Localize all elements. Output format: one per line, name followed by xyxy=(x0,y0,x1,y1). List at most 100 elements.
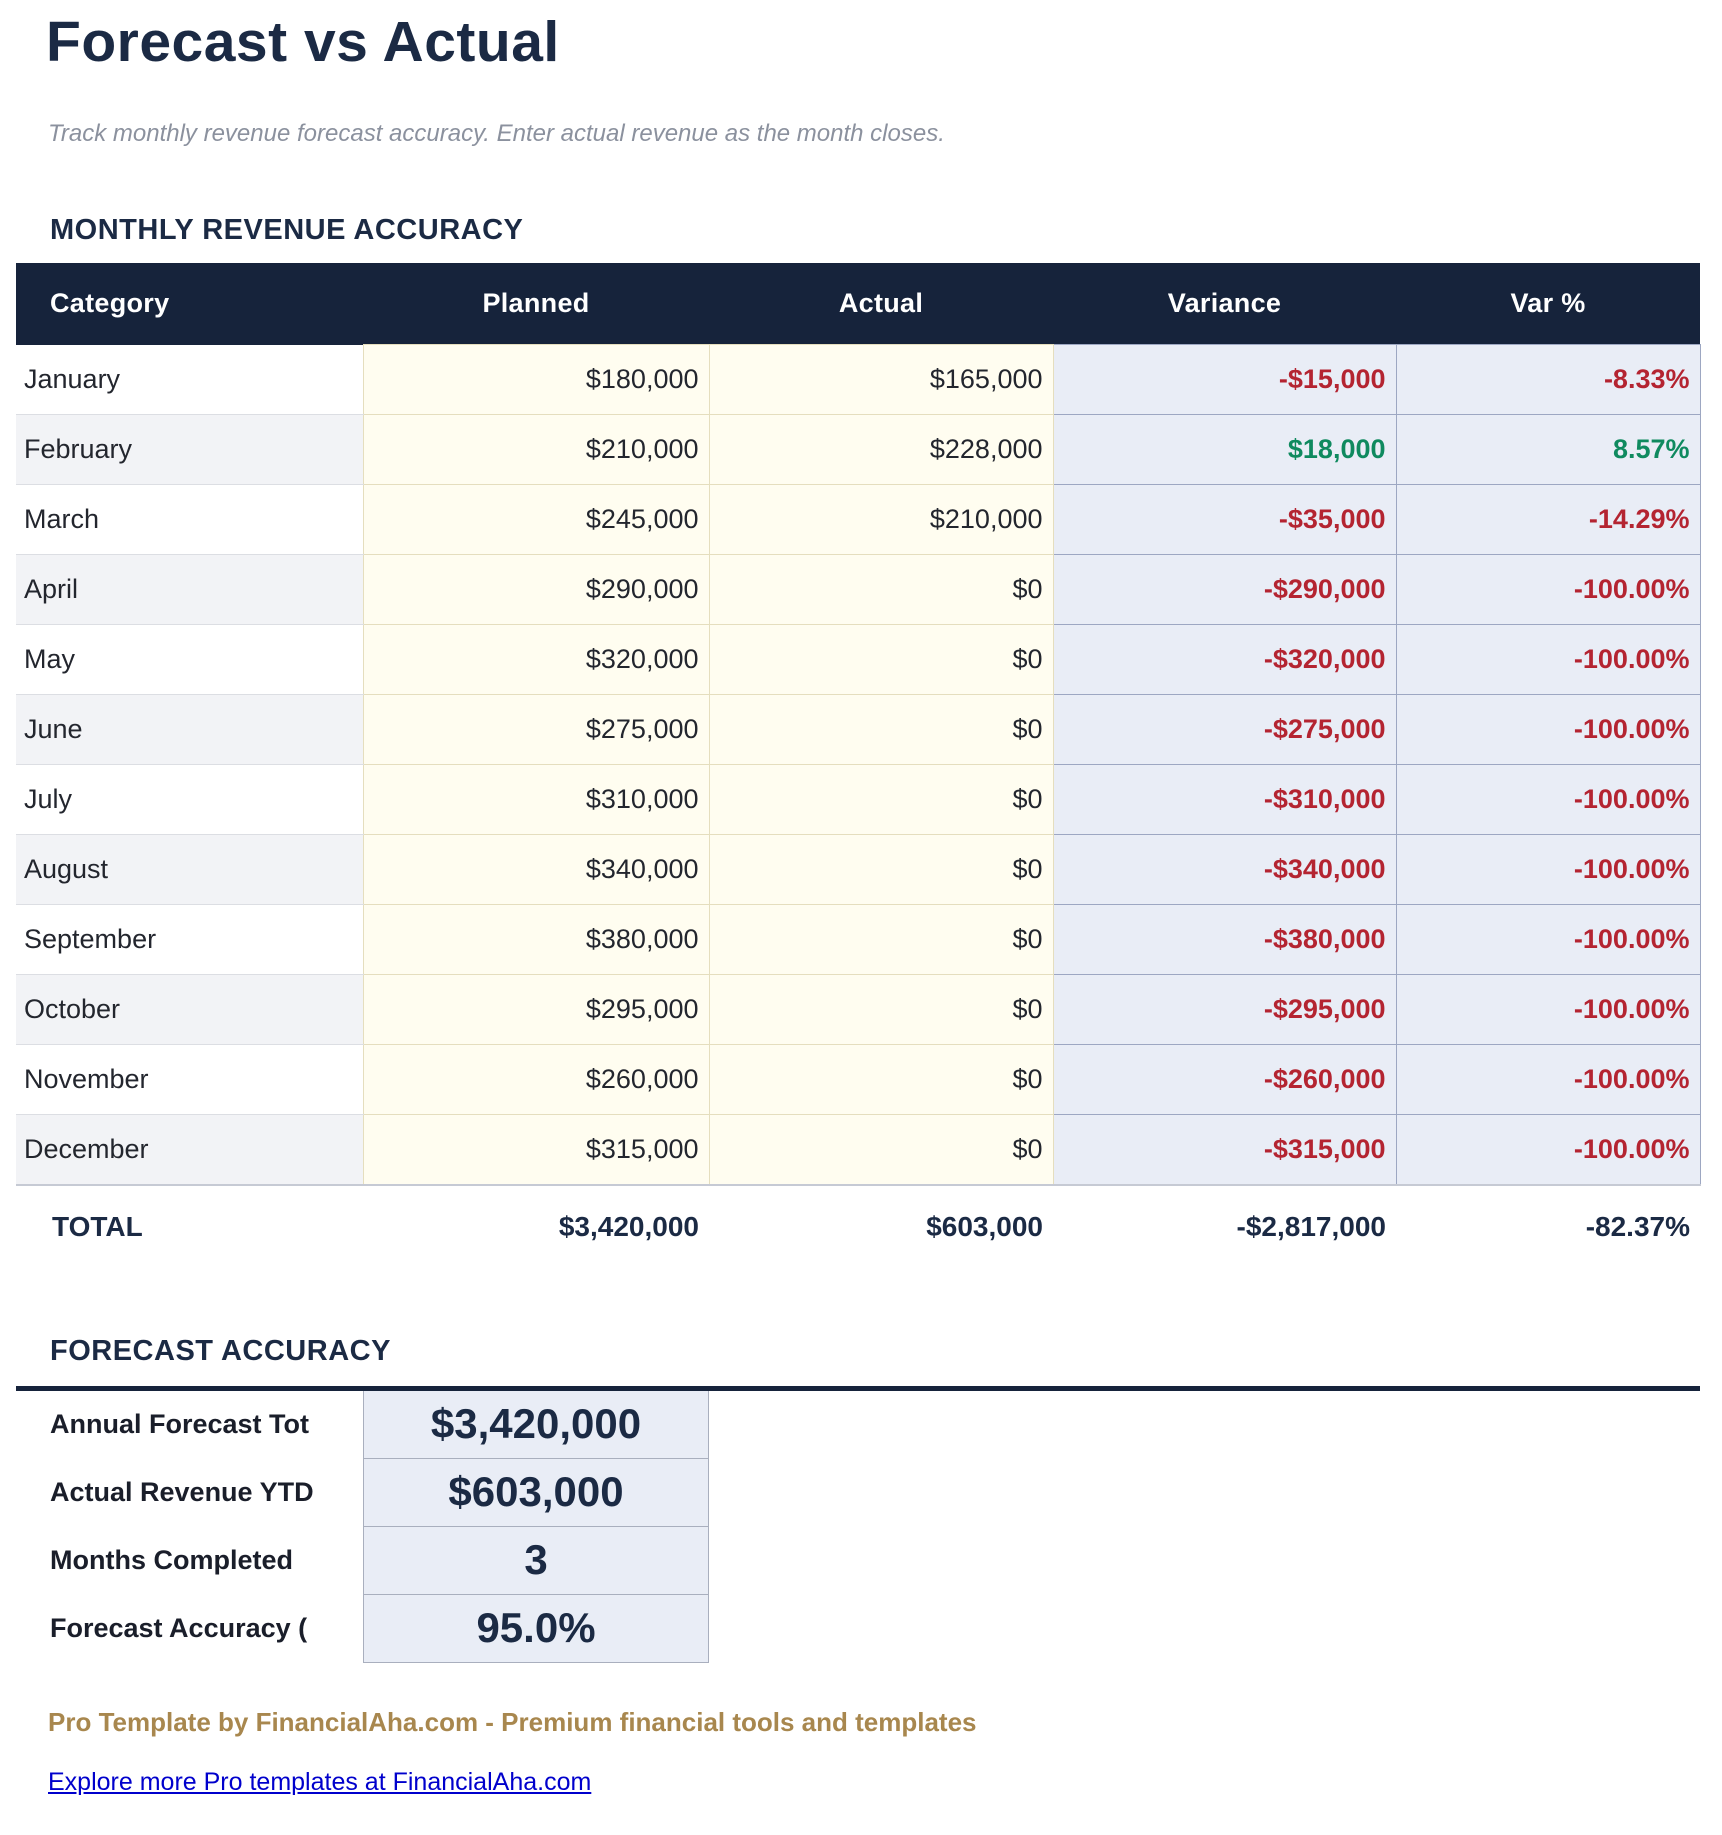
table-row: October $295,000 $0 -$295,000 -100.00% xyxy=(16,974,1701,1046)
template-credit: Pro Template by FinancialAha.com - Premi… xyxy=(48,1706,977,1737)
planned-cell[interactable]: $275,000 xyxy=(362,694,710,766)
month-cell: April xyxy=(16,554,363,626)
planned-cell[interactable]: $180,000 xyxy=(362,344,710,416)
total-variance: -$2,817,000 xyxy=(1053,1184,1396,1269)
actual-cell[interactable]: $0 xyxy=(708,834,1054,906)
month-cell: July xyxy=(16,764,363,836)
var-pct-cell: -100.00% xyxy=(1395,764,1701,836)
forecast-metric-row: Forecast Accuracy ( 95.0% xyxy=(16,1593,1700,1663)
month-cell: October xyxy=(16,974,363,1046)
forecast-metric-row: Annual Forecast Tot $3,420,000 xyxy=(16,1390,1700,1459)
section-title-forecast: FORECAST ACCURACY xyxy=(50,1334,391,1367)
planned-cell[interactable]: $260,000 xyxy=(362,1044,710,1116)
variance-cell: -$290,000 xyxy=(1052,554,1397,626)
var-pct-cell: -100.00% xyxy=(1395,1114,1701,1186)
month-cell: September xyxy=(16,904,363,976)
var-pct-cell: -100.00% xyxy=(1395,834,1701,906)
month-cell: January xyxy=(16,344,363,416)
month-cell: August xyxy=(16,834,363,906)
actual-cell[interactable]: $0 xyxy=(708,904,1054,976)
page-subtitle: Track monthly revenue forecast accuracy.… xyxy=(48,119,945,147)
actual-cell[interactable]: $228,000 xyxy=(708,414,1054,486)
metric-value-annual-forecast-total[interactable]: $3,420,000 xyxy=(363,1390,709,1459)
table-header-row: Category Planned Actual Variance Var % xyxy=(16,262,1700,345)
variance-cell: -$320,000 xyxy=(1052,624,1397,696)
planned-cell[interactable]: $380,000 xyxy=(362,904,710,976)
metric-label-forecast-accuracy: Forecast Accuracy ( xyxy=(50,1613,308,1644)
variance-cell: -$380,000 xyxy=(1052,904,1397,976)
table-row: June $275,000 $0 -$275,000 -100.00% xyxy=(16,694,1701,766)
table-row: February $210,000 $228,000 $18,000 8.57% xyxy=(16,414,1701,486)
variance-cell: -$315,000 xyxy=(1052,1114,1397,1186)
explore-link-row: Explore more Pro templates at FinancialA… xyxy=(48,1768,1722,1797)
metric-value-months-completed[interactable]: 3 xyxy=(363,1525,709,1595)
forecast-accuracy-table: Annual Forecast Tot $3,420,000 Actual Re… xyxy=(16,1385,1700,1663)
planned-cell[interactable]: $295,000 xyxy=(362,974,710,1046)
column-header-variance: Variance xyxy=(1053,262,1396,345)
table-row: November $260,000 $0 -$260,000 -100.00% xyxy=(16,1044,1701,1116)
var-pct-cell: -100.00% xyxy=(1395,554,1701,626)
total-actual: $603,000 xyxy=(709,1184,1053,1269)
actual-cell[interactable]: $0 xyxy=(708,694,1054,766)
table-row: July $310,000 $0 -$310,000 -100.00% xyxy=(16,764,1701,836)
planned-cell[interactable]: $245,000 xyxy=(362,484,710,556)
column-header-actual: Actual xyxy=(709,262,1053,345)
variance-cell: -$340,000 xyxy=(1052,834,1397,906)
metric-value-actual-revenue-ytd[interactable]: $603,000 xyxy=(363,1457,709,1527)
forecast-metric-row: Actual Revenue YTD $603,000 xyxy=(16,1457,1700,1527)
section-title-monthly: MONTHLY REVENUE ACCURACY xyxy=(50,213,524,246)
actual-cell[interactable]: $0 xyxy=(708,554,1054,626)
variance-cell: $18,000 xyxy=(1052,414,1397,486)
table-row: September $380,000 $0 -$380,000 -100.00% xyxy=(16,904,1701,976)
forecast-metric-row: Months Completed 3 xyxy=(16,1525,1700,1595)
actual-cell[interactable]: $0 xyxy=(708,1044,1054,1116)
table-row: April $290,000 $0 -$290,000 -100.00% xyxy=(16,554,1701,626)
table-row: March $245,000 $210,000 -$35,000 -14.29% xyxy=(16,484,1701,556)
total-row: TOTAL $3,420,000 $603,000 -$2,817,000 -8… xyxy=(16,1184,1700,1269)
planned-cell[interactable]: $340,000 xyxy=(362,834,710,906)
table-row: August $340,000 $0 -$340,000 -100.00% xyxy=(16,834,1701,906)
month-cell: December xyxy=(16,1114,363,1186)
var-pct-cell: -14.29% xyxy=(1395,484,1701,556)
variance-cell: -$275,000 xyxy=(1052,694,1397,766)
actual-cell[interactable]: $165,000 xyxy=(708,344,1054,416)
metric-value-forecast-accuracy[interactable]: 95.0% xyxy=(363,1593,709,1663)
total-planned: $3,420,000 xyxy=(363,1184,709,1269)
month-cell: November xyxy=(16,1044,363,1116)
explore-templates-link[interactable]: Explore more Pro templates at FinancialA… xyxy=(48,1767,592,1796)
planned-cell[interactable]: $320,000 xyxy=(362,624,710,696)
actual-cell[interactable]: $0 xyxy=(708,1114,1054,1186)
metric-label-actual-revenue-ytd: Actual Revenue YTD xyxy=(50,1477,314,1508)
column-header-planned: Planned xyxy=(363,262,709,345)
month-cell: February xyxy=(16,414,363,486)
table-row: January $180,000 $165,000 -$15,000 -8.33… xyxy=(16,344,1701,416)
var-pct-cell: -8.33% xyxy=(1395,344,1701,416)
table-row: May $320,000 $0 -$320,000 -100.00% xyxy=(16,624,1701,696)
metric-label-annual-forecast-total: Annual Forecast Tot xyxy=(50,1409,310,1440)
planned-cell[interactable]: $290,000 xyxy=(362,554,710,626)
actual-cell[interactable]: $0 xyxy=(708,764,1054,836)
actual-cell[interactable]: $210,000 xyxy=(708,484,1054,556)
metric-label-months-completed: Months Completed xyxy=(50,1545,293,1576)
var-pct-cell: -100.00% xyxy=(1395,974,1701,1046)
var-pct-cell: -100.00% xyxy=(1395,904,1701,976)
var-pct-cell: 8.57% xyxy=(1395,414,1701,486)
column-header-category: Category xyxy=(16,262,363,345)
planned-cell[interactable]: $210,000 xyxy=(362,414,710,486)
planned-cell[interactable]: $315,000 xyxy=(362,1114,710,1186)
column-header-var-pct: Var % xyxy=(1396,262,1700,345)
total-label: TOTAL xyxy=(16,1184,363,1269)
month-cell: May xyxy=(16,624,363,696)
actual-cell[interactable]: $0 xyxy=(708,624,1054,696)
variance-cell: -$260,000 xyxy=(1052,1044,1397,1116)
variance-cell: -$35,000 xyxy=(1052,484,1397,556)
monthly-revenue-table: Category Planned Actual Variance Var % J… xyxy=(16,262,1701,1269)
variance-cell: -$15,000 xyxy=(1052,344,1397,416)
table-row: December $315,000 $0 -$315,000 -100.00% xyxy=(16,1114,1701,1186)
var-pct-cell: -100.00% xyxy=(1395,624,1701,696)
actual-cell[interactable]: $0 xyxy=(708,974,1054,1046)
total-var-pct: -82.37% xyxy=(1396,1184,1700,1269)
var-pct-cell: -100.00% xyxy=(1395,694,1701,766)
month-cell: March xyxy=(16,484,363,556)
planned-cell[interactable]: $310,000 xyxy=(362,764,710,836)
